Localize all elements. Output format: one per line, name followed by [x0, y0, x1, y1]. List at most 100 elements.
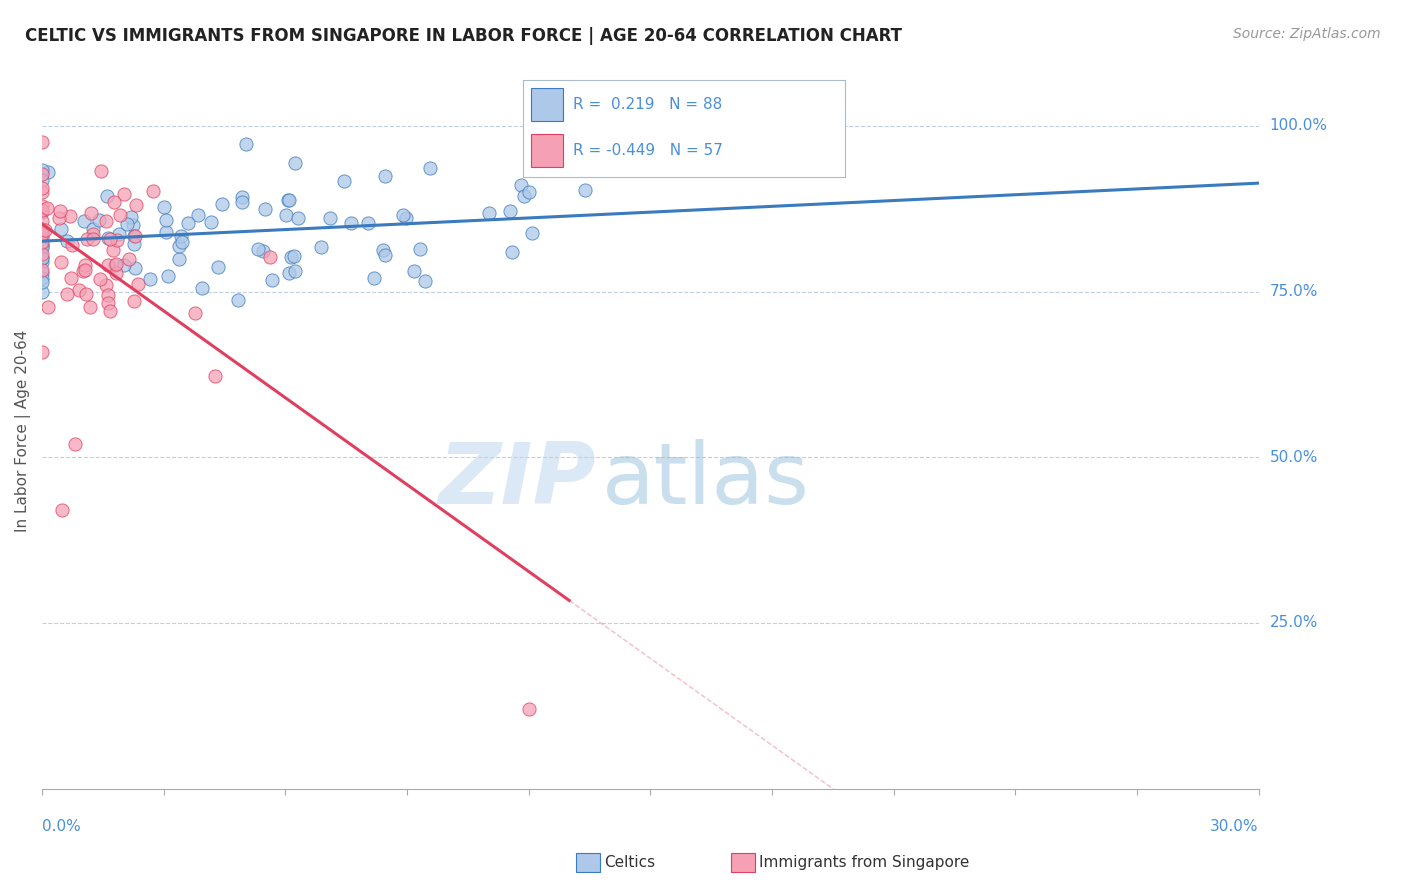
Point — [56, 234, 79, 248]
Point — [374, 169, 396, 183]
Point — [124, 228, 146, 243]
Point — [235, 136, 257, 151]
Point — [48, 203, 70, 218]
Point — [517, 702, 540, 716]
Point — [187, 208, 209, 222]
Point — [31, 344, 53, 359]
Point — [107, 227, 129, 242]
Point — [72, 263, 94, 277]
Point — [309, 240, 332, 254]
Point — [79, 300, 101, 314]
Point — [363, 271, 385, 285]
Point — [124, 198, 146, 212]
Point — [73, 263, 96, 277]
Point — [31, 185, 53, 199]
Point — [169, 229, 191, 244]
Point — [31, 204, 53, 219]
Point — [284, 264, 307, 278]
Point — [80, 206, 103, 220]
Point — [124, 229, 146, 244]
Point — [87, 213, 110, 227]
Point — [118, 252, 141, 266]
Point — [89, 272, 111, 286]
Point — [259, 250, 281, 264]
Point — [90, 164, 112, 178]
Point — [63, 437, 86, 451]
Point — [284, 155, 307, 169]
Point — [167, 238, 190, 252]
Point — [155, 212, 177, 227]
Point — [75, 287, 97, 301]
Point — [283, 249, 305, 263]
Point — [103, 195, 125, 210]
Point — [112, 186, 135, 201]
Point — [277, 194, 299, 208]
Point — [332, 174, 354, 188]
Point — [170, 235, 193, 250]
Point — [60, 238, 83, 252]
Point — [153, 200, 176, 214]
Point — [574, 184, 596, 198]
Point — [31, 168, 53, 182]
Point — [107, 233, 129, 247]
Point — [200, 215, 222, 229]
Point — [101, 243, 124, 257]
Point — [37, 165, 59, 179]
Text: Source: ZipAtlas.com: Source: ZipAtlas.com — [1233, 27, 1381, 41]
Point — [319, 211, 342, 226]
Point — [51, 222, 73, 236]
Point — [513, 189, 536, 203]
Point — [31, 222, 53, 236]
Text: Immigrants from Singapore: Immigrants from Singapore — [759, 855, 970, 870]
Text: CELTIC VS IMMIGRANTS FROM SINGAPORE IN LABOR FORCE | AGE 20-64 CORRELATION CHART: CELTIC VS IMMIGRANTS FROM SINGAPORE IN L… — [25, 27, 903, 45]
Point — [31, 262, 53, 277]
Point — [105, 266, 128, 280]
Point — [104, 257, 127, 271]
Point — [274, 208, 297, 222]
Point — [122, 218, 145, 232]
Point — [278, 266, 301, 280]
Text: 25.0%: 25.0% — [1270, 615, 1317, 631]
Point — [31, 162, 53, 177]
Point — [167, 252, 190, 266]
Point — [48, 211, 70, 225]
Point — [115, 217, 138, 231]
Point — [31, 235, 53, 249]
Point — [31, 270, 53, 285]
Point — [31, 181, 53, 195]
Point — [82, 222, 104, 236]
Point — [142, 184, 165, 198]
Point — [37, 300, 59, 314]
Point — [124, 261, 146, 276]
Point — [120, 211, 142, 225]
Point — [112, 258, 135, 272]
Point — [31, 251, 53, 265]
Point — [287, 211, 309, 226]
Point — [520, 227, 543, 241]
Point — [419, 161, 441, 176]
Point — [97, 287, 120, 301]
Point — [409, 243, 432, 257]
Text: 30.0%: 30.0% — [1211, 819, 1258, 834]
Point — [371, 243, 394, 257]
Point — [31, 239, 53, 253]
Point — [31, 136, 53, 150]
Text: 0.0%: 0.0% — [42, 819, 82, 834]
Point — [31, 266, 53, 280]
Point — [31, 230, 53, 244]
Point — [156, 268, 179, 283]
Point — [31, 202, 53, 217]
Point — [477, 206, 499, 220]
Point — [207, 260, 229, 274]
Point — [104, 258, 127, 272]
Text: ZIP: ZIP — [439, 440, 596, 523]
Point — [73, 214, 96, 228]
Point — [211, 197, 233, 211]
Y-axis label: In Labor Force | Age 20-64: In Labor Force | Age 20-64 — [15, 329, 31, 532]
Point — [138, 272, 160, 286]
Point — [204, 368, 226, 383]
Text: Celtics: Celtics — [605, 855, 655, 870]
Point — [31, 285, 53, 299]
Point — [155, 225, 177, 239]
Point — [122, 294, 145, 309]
